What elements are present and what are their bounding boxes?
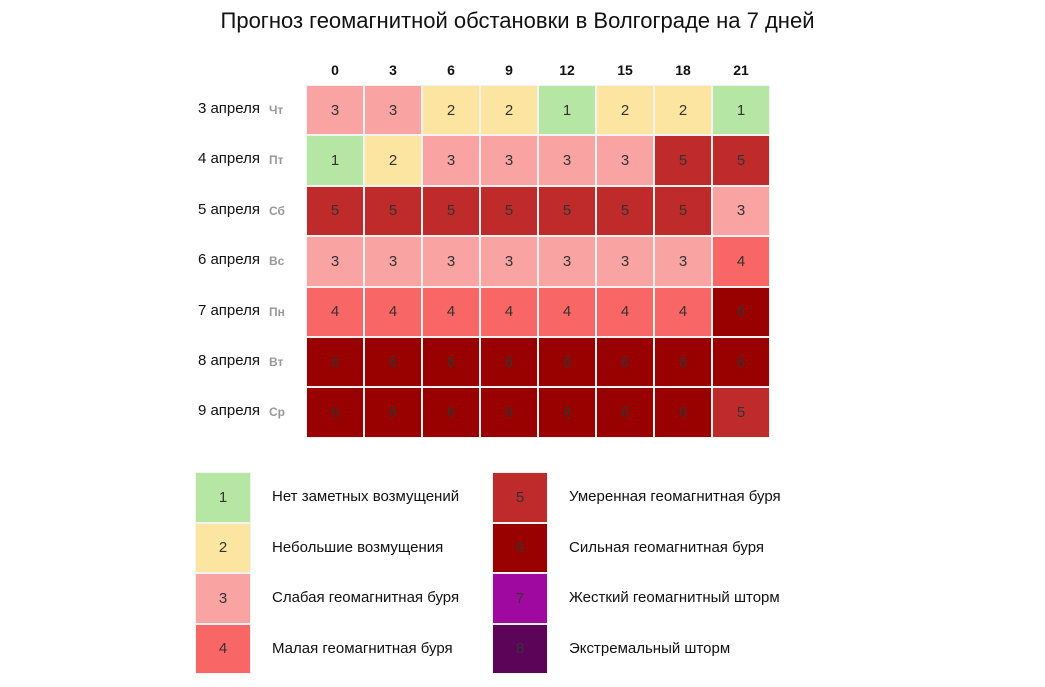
heat-cell: 3: [422, 236, 480, 287]
row-date: 9 апреля: [197, 402, 260, 420]
heat-cell: 5: [538, 185, 596, 237]
heat-cell: 2: [364, 135, 422, 186]
row-weekday: Ср: [269, 405, 285, 420]
legend-label: Экстремальный шторм: [569, 639, 731, 657]
row-date: 8 апреля: [197, 352, 260, 369]
heat-cell: 3: [596, 236, 654, 287]
heat-cell: 4: [306, 286, 364, 337]
heat-cell: 3: [654, 236, 712, 287]
legend-swatch: 1: [195, 472, 251, 523]
heat-cell: 3: [422, 135, 480, 186]
heat-cell: 2: [654, 85, 712, 136]
legend-label: Умеренная геомагнитная буря: [569, 488, 781, 505]
hour-header: 0: [331, 62, 339, 78]
heat-cell: 5: [480, 185, 538, 237]
legend-swatch: 8: [492, 623, 548, 674]
legend-swatch: 4: [195, 623, 251, 674]
heat-cell: 3: [538, 135, 596, 186]
row-date: 7 апреля: [197, 301, 260, 319]
heat-cell: 6: [306, 387, 364, 438]
legend-swatch: 3: [195, 573, 251, 624]
heat-cell: 5: [364, 185, 422, 237]
heat-cell: 6: [364, 387, 422, 438]
heat-cell: 3: [712, 185, 770, 237]
heat-cell: 6: [596, 337, 654, 388]
legend-swatch: 2: [195, 522, 251, 573]
hour-header: 15: [617, 62, 633, 78]
hour-header: 21: [733, 62, 749, 78]
heat-cell: 4: [654, 286, 712, 337]
heat-cell: 5: [596, 185, 654, 237]
heat-cell: 6: [480, 387, 538, 438]
heat-cell: 3: [596, 135, 654, 186]
title: Прогноз геомагнитной обстановки в Волгог…: [220, 8, 815, 33]
heat-cell: 6: [422, 387, 480, 438]
hour-header: 3: [389, 62, 397, 78]
legend-label: Слабая геомагнитная буря: [272, 589, 460, 606]
legend-label: Малая геомагнитная буря: [272, 639, 453, 657]
heat-cell: 3: [538, 236, 596, 287]
heat-cell: 2: [480, 85, 538, 136]
legend-label: Сильная геомагнитная буря: [569, 538, 764, 556]
hour-header: 6: [447, 62, 455, 78]
row-weekday: Пн: [269, 304, 285, 319]
row-date: 4 апреля: [197, 150, 260, 168]
heat-cell: 4: [364, 286, 422, 337]
heat-cell: 6: [712, 337, 770, 388]
heat-cell: 4: [480, 286, 538, 337]
heat-cell: 3: [364, 85, 422, 136]
legend-label: Нет заметных возмущений: [272, 488, 460, 505]
heat-cell: 5: [654, 185, 712, 237]
hour-header: 9: [505, 62, 513, 78]
legend-label: Небольшие возмущения: [272, 538, 444, 556]
heat-cell: 6: [654, 337, 712, 388]
row-date: 6 апреля: [197, 251, 260, 269]
heat-cell: 6: [538, 387, 596, 438]
row-date: 5 апреля: [197, 200, 260, 218]
heat-cell: 6: [306, 337, 364, 388]
heat-cell: 1: [712, 85, 770, 136]
heat-cell: 1: [306, 135, 364, 186]
heat-cell: 6: [712, 286, 770, 337]
heat-cell: 2: [422, 85, 480, 136]
row-date: 3 апреля: [197, 100, 260, 117]
heat-cell: 5: [306, 185, 364, 237]
heat-cell: 5: [422, 185, 480, 237]
heat-cell: 4: [422, 286, 480, 337]
heat-cell: 4: [596, 286, 654, 337]
row-weekday: Чт: [269, 103, 284, 117]
legend-label: Жесткий геомагнитный шторм: [569, 589, 780, 606]
heat-cell: 4: [712, 236, 770, 287]
row-weekday: Вс: [269, 254, 285, 269]
heat-cell: 6: [654, 387, 712, 438]
heat-cell: 1: [538, 85, 596, 136]
heat-cell: 5: [712, 135, 770, 186]
heat-cell: 3: [480, 236, 538, 287]
row-weekday: Пт: [269, 153, 284, 168]
legend-swatch: 5: [492, 472, 548, 523]
heat-cell: 2: [596, 85, 654, 136]
legend-swatch: 7: [492, 573, 548, 624]
heat-cell: 4: [538, 286, 596, 337]
row-weekday: Сб: [269, 203, 285, 218]
heat-cell: 5: [654, 135, 712, 186]
row-weekday: Вт: [269, 355, 284, 369]
heat-cell: 5: [712, 387, 770, 438]
heat-cell: 6: [422, 337, 480, 388]
heat-cell: 3: [306, 85, 364, 136]
heat-cell: 6: [480, 337, 538, 388]
heat-cell: 3: [306, 236, 364, 287]
heat-cell: 6: [596, 387, 654, 438]
heat-cell: 6: [364, 337, 422, 388]
hour-header: 12: [559, 62, 575, 78]
legend-swatch: 6: [492, 522, 548, 573]
hour-header: 18: [675, 62, 691, 78]
heat-cell: 6: [538, 337, 596, 388]
heat-cell: 3: [364, 236, 422, 287]
heat-cell: 3: [480, 135, 538, 186]
